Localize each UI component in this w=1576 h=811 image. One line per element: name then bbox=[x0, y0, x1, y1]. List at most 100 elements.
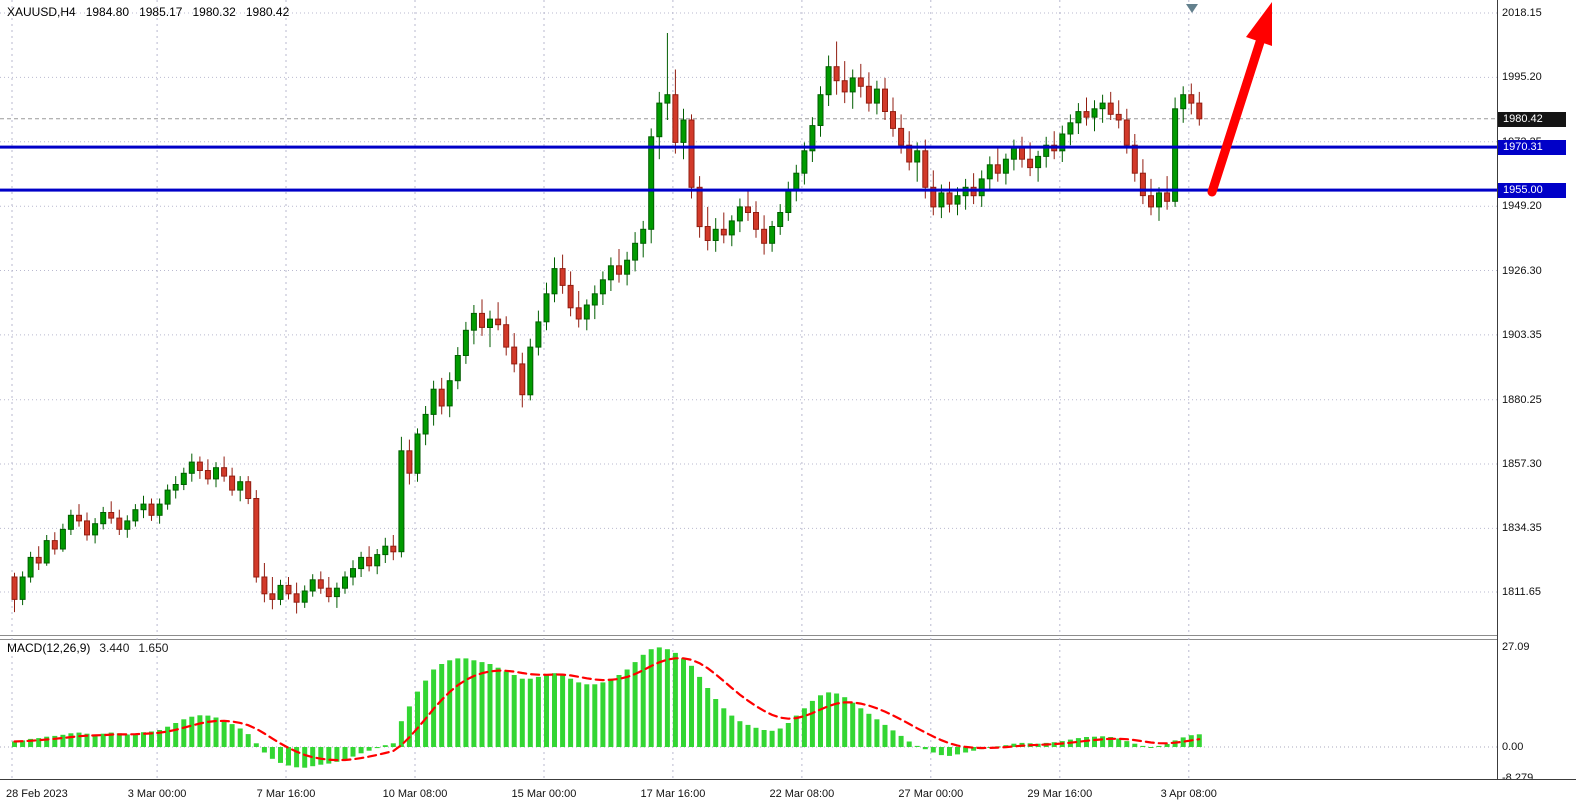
candle[interactable] bbox=[761, 215, 768, 255]
candle[interactable] bbox=[1131, 134, 1138, 182]
candle[interactable] bbox=[624, 251, 631, 286]
candle[interactable] bbox=[269, 577, 276, 610]
candle[interactable] bbox=[100, 506, 107, 530]
candle[interactable] bbox=[414, 428, 421, 482]
candle[interactable] bbox=[688, 114, 695, 199]
candle[interactable] bbox=[551, 257, 558, 303]
candle[interactable] bbox=[285, 577, 292, 600]
candle[interactable] bbox=[769, 220, 776, 252]
candle[interactable] bbox=[229, 467, 236, 496]
candle[interactable] bbox=[406, 439, 413, 485]
support-resistance-line[interactable] bbox=[0, 188, 1497, 192]
candle[interactable] bbox=[156, 498, 163, 524]
candle[interactable] bbox=[511, 333, 518, 373]
candle[interactable] bbox=[454, 347, 461, 390]
candle[interactable] bbox=[221, 456, 228, 482]
candle[interactable] bbox=[543, 282, 550, 331]
candle[interactable] bbox=[196, 456, 203, 479]
candle[interactable] bbox=[19, 571, 26, 606]
candle[interactable] bbox=[374, 549, 381, 575]
candle[interactable] bbox=[599, 271, 606, 305]
candle[interactable] bbox=[92, 518, 99, 544]
candle[interactable] bbox=[325, 577, 332, 603]
candle[interactable] bbox=[962, 178, 969, 210]
candle[interactable] bbox=[865, 72, 872, 112]
candle[interactable] bbox=[1083, 97, 1090, 126]
candle[interactable] bbox=[503, 316, 510, 356]
candle[interactable] bbox=[366, 546, 373, 572]
candle[interactable] bbox=[849, 69, 856, 109]
candle[interactable] bbox=[825, 55, 832, 107]
candle[interactable] bbox=[672, 69, 679, 154]
candle[interactable] bbox=[317, 571, 324, 594]
candle[interactable] bbox=[204, 459, 211, 485]
candle[interactable] bbox=[882, 77, 888, 120]
candle[interactable] bbox=[591, 285, 598, 320]
price-pane[interactable]: XAUUSD,H4 1984.80 1985.17 1980.32 1980.4… bbox=[0, 0, 1497, 636]
candle[interactable] bbox=[728, 215, 735, 247]
candle[interactable] bbox=[237, 476, 244, 502]
candle[interactable] bbox=[785, 181, 792, 221]
candle[interactable] bbox=[890, 97, 896, 137]
candle[interactable] bbox=[946, 181, 953, 213]
candle[interactable] bbox=[583, 299, 590, 331]
candle[interactable] bbox=[462, 321, 469, 364]
candle[interactable] bbox=[1107, 91, 1114, 120]
pane-separator[interactable] bbox=[0, 635, 1576, 640]
candle[interactable] bbox=[140, 495, 147, 519]
candle[interactable] bbox=[261, 563, 268, 603]
candle[interactable] bbox=[11, 572, 18, 613]
candle[interactable] bbox=[59, 523, 66, 552]
candle[interactable] bbox=[124, 515, 131, 538]
candle[interactable] bbox=[1164, 176, 1171, 210]
candle[interactable] bbox=[793, 164, 800, 202]
candle[interactable] bbox=[1091, 100, 1098, 132]
candle[interactable] bbox=[801, 142, 808, 185]
candle[interactable] bbox=[333, 582, 340, 608]
candle[interactable] bbox=[398, 436, 405, 558]
candle[interactable] bbox=[245, 476, 252, 505]
candle[interactable] bbox=[1002, 153, 1009, 185]
candle[interactable] bbox=[430, 380, 437, 426]
candle[interactable] bbox=[857, 63, 864, 98]
candle[interactable] bbox=[108, 501, 115, 524]
candle[interactable] bbox=[809, 117, 816, 162]
trend-arrow[interactable] bbox=[1207, 2, 1272, 197]
candle[interactable] bbox=[382, 537, 389, 563]
candle[interactable] bbox=[753, 201, 759, 238]
candle[interactable] bbox=[1115, 100, 1122, 129]
candle[interactable] bbox=[841, 61, 848, 104]
candle[interactable] bbox=[27, 551, 34, 583]
candle[interactable] bbox=[301, 585, 308, 608]
candle[interactable] bbox=[446, 372, 453, 418]
candle[interactable] bbox=[350, 560, 356, 586]
candle[interactable] bbox=[43, 535, 50, 566]
candle[interactable] bbox=[704, 206, 711, 251]
candle[interactable] bbox=[1075, 103, 1082, 134]
candle[interactable] bbox=[607, 257, 614, 291]
candle[interactable] bbox=[1067, 114, 1074, 146]
candle[interactable] bbox=[954, 187, 961, 216]
candle[interactable] bbox=[632, 232, 639, 272]
candle[interactable] bbox=[180, 467, 187, 491]
candle[interactable] bbox=[640, 220, 647, 258]
candle[interactable] bbox=[479, 299, 485, 336]
candle[interactable] bbox=[1035, 150, 1042, 182]
candle[interactable] bbox=[680, 108, 687, 160]
candle[interactable] bbox=[817, 86, 824, 137]
candle[interactable] bbox=[470, 305, 477, 345]
candle[interactable] bbox=[906, 131, 913, 171]
support-price-tag[interactable]: 1955.00 bbox=[1498, 183, 1566, 198]
candle[interactable] bbox=[148, 498, 155, 521]
candle[interactable] bbox=[575, 291, 582, 328]
price-axis[interactable]: 2018.151995.201972.251949.201926.301903.… bbox=[1497, 0, 1576, 784]
candle[interactable] bbox=[342, 571, 348, 594]
candle[interactable] bbox=[720, 212, 727, 244]
candle[interactable] bbox=[1059, 125, 1066, 162]
candle[interactable] bbox=[277, 579, 284, 606]
candle[interactable] bbox=[986, 156, 993, 191]
candle[interactable] bbox=[438, 377, 445, 415]
candle[interactable] bbox=[213, 462, 219, 488]
candle[interactable] bbox=[914, 142, 921, 182]
current-price-tag[interactable]: 1980.42 bbox=[1498, 112, 1566, 127]
